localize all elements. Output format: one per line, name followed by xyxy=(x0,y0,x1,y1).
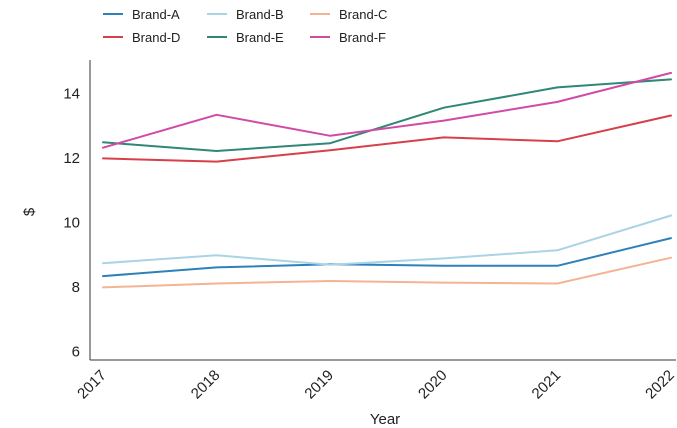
series-line-brand-e xyxy=(102,78,672,152)
legend: Brand-A Brand-B Brand-C Brand-D Brand-E Brand… xyxy=(103,7,387,45)
series-line-brand-d xyxy=(102,114,672,163)
y-tick-labels: 6 8 10 12 14 xyxy=(63,85,80,360)
x-tick-label: 2018 xyxy=(188,367,224,403)
legend-label: Brand-F xyxy=(339,30,386,45)
x-tick-label: 2021 xyxy=(529,367,565,403)
legend-label: Brand-D xyxy=(132,30,180,45)
series-lines xyxy=(102,71,672,289)
y-axis-title: $ xyxy=(21,207,38,216)
legend-item-brand-a: Brand-A xyxy=(103,7,180,22)
legend-item-brand-f: Brand-F xyxy=(310,30,386,45)
series-line-brand-b xyxy=(102,214,672,266)
legend-label: Brand-E xyxy=(236,30,284,45)
legend-item-brand-c: Brand-C xyxy=(310,7,387,22)
legend-label: Brand-C xyxy=(339,7,387,22)
x-tick-label: 2017 xyxy=(74,367,110,403)
y-tick-label: 12 xyxy=(63,150,80,167)
x-tick-label: 2019 xyxy=(301,367,337,403)
x-axis-title: Year xyxy=(370,411,400,428)
x-tick-label: 2022 xyxy=(642,367,677,403)
y-tick-label: 14 xyxy=(63,85,80,102)
y-tick-label: 8 xyxy=(72,279,80,296)
series-line-brand-a xyxy=(102,237,672,278)
series-line-brand-c xyxy=(102,256,672,289)
legend-label: Brand-A xyxy=(132,7,180,22)
x-tick-labels: 2017 2018 2019 2020 2021 2022 xyxy=(74,367,677,403)
y-tick-label: 6 xyxy=(72,343,80,360)
legend-label: Brand-B xyxy=(236,7,284,22)
y-tick-label: 10 xyxy=(63,214,80,231)
x-tick-label: 2020 xyxy=(415,367,451,403)
axes xyxy=(89,60,676,361)
legend-item-brand-b: Brand-B xyxy=(207,7,284,22)
legend-item-brand-e: Brand-E xyxy=(207,30,284,45)
legend-item-brand-d: Brand-D xyxy=(103,30,180,45)
series-line-brand-f xyxy=(102,71,672,149)
